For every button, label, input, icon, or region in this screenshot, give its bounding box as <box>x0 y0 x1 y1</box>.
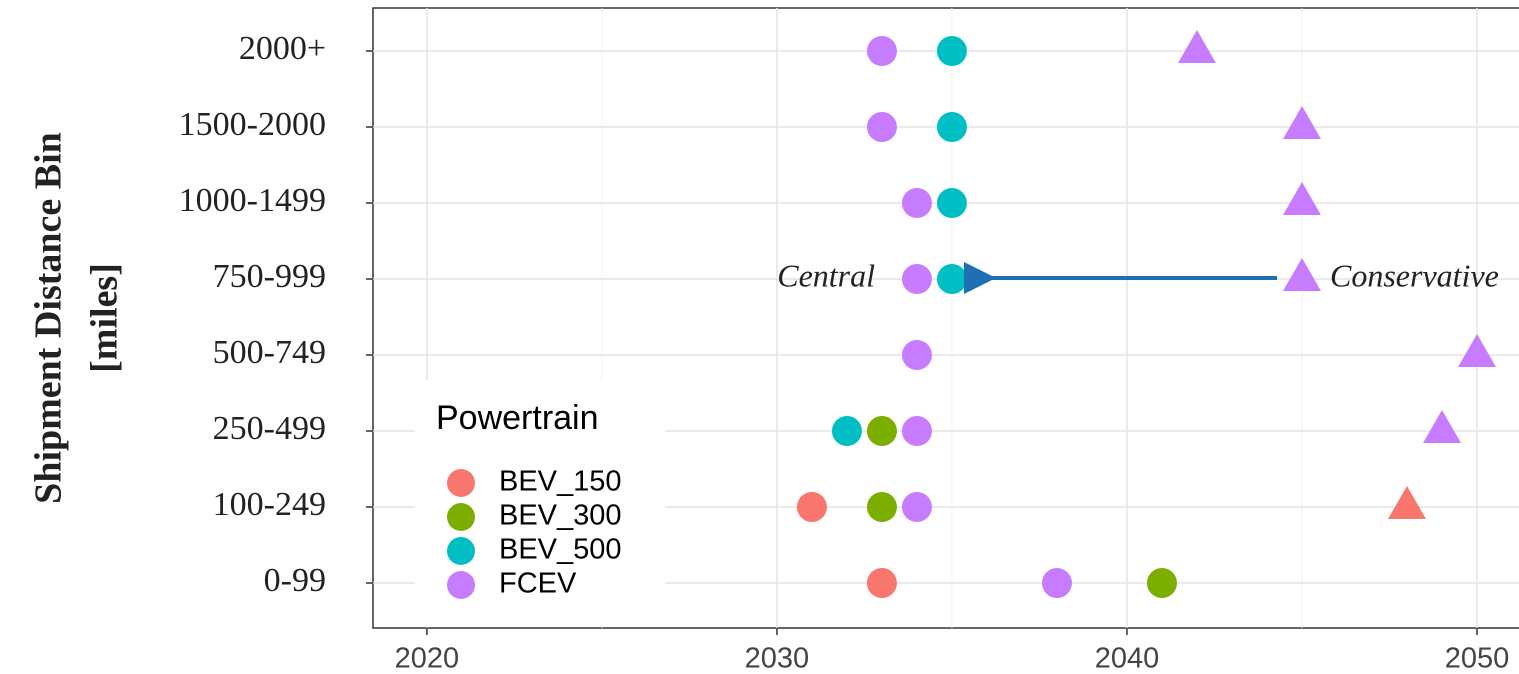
point <box>936 112 967 142</box>
x-tick-label: 2030 <box>745 643 810 674</box>
legend-label: FCEV <box>499 568 577 600</box>
legend-swatch <box>447 571 475 599</box>
point <box>866 568 897 598</box>
legend-swatch <box>447 537 475 565</box>
point <box>936 36 967 66</box>
y-label: [miles] <box>84 263 126 373</box>
y-label: Shipment Distance Bin <box>28 132 70 504</box>
point <box>936 188 967 218</box>
x-tick-label: 2050 <box>1445 643 1510 674</box>
y-tick-label: 1000-1499 <box>179 182 326 219</box>
point <box>1041 568 1072 598</box>
point <box>866 492 897 522</box>
point <box>936 264 967 294</box>
point <box>901 492 932 522</box>
triangle-point <box>1422 410 1461 443</box>
point <box>796 492 827 522</box>
triangle-point <box>1282 106 1321 139</box>
x-tick-label: 2040 <box>1095 643 1160 674</box>
point <box>901 416 932 446</box>
y-tick-label: 0-99 <box>264 562 326 599</box>
point <box>901 340 932 370</box>
x-tick-label: 2020 <box>395 643 460 674</box>
y-tick-label: 2000+ <box>239 30 326 67</box>
y-axis-title: Shipment Distance Bin [miles] <box>28 132 126 504</box>
y-tick-label: 250-499 <box>213 410 326 447</box>
point <box>901 188 932 218</box>
y-tick-label: 1500-2000 <box>179 106 326 143</box>
y-tick-label: 500-749 <box>213 334 326 371</box>
triangle-point <box>1387 486 1426 519</box>
legend-label: BEV_300 <box>499 500 622 532</box>
annotation: Conservative <box>1330 257 1499 293</box>
triangle-point <box>1282 182 1321 215</box>
triangle-point <box>1282 258 1321 291</box>
point <box>866 416 897 446</box>
triangle-point <box>1457 334 1496 367</box>
point <box>1146 568 1177 598</box>
legend-title: Powertrain <box>436 399 599 437</box>
annotation: Central <box>777 257 875 293</box>
marks <box>796 30 1496 598</box>
legend-swatch <box>447 503 475 531</box>
legend-swatch <box>447 469 475 497</box>
triangle-point <box>1177 30 1216 63</box>
y-tick-label: 100-249 <box>213 486 326 523</box>
legend-label: BEV_150 <box>499 466 622 498</box>
legend-label: BEV_500 <box>499 534 622 566</box>
point <box>901 264 932 294</box>
point <box>866 112 897 142</box>
annotations: Central Conservative <box>777 257 1499 294</box>
point <box>866 36 897 66</box>
y-tick-label: 750-999 <box>213 258 326 295</box>
point <box>831 416 862 446</box>
